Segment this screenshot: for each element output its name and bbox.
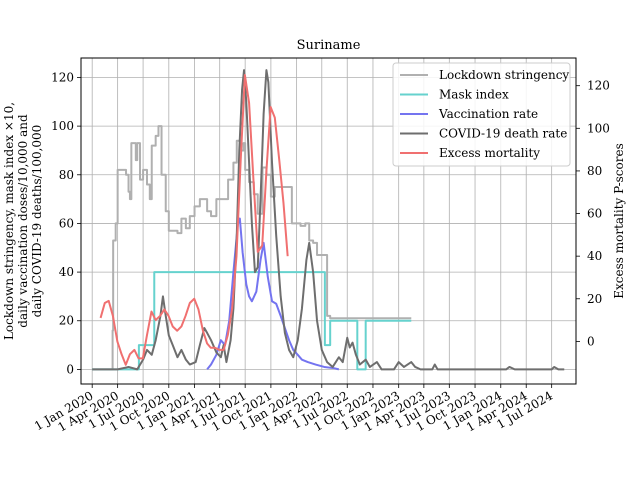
series-line-lockdown-stringency (92, 125, 412, 371)
y-left-axis-label: Lockdown stringency, mask index ×10, (2, 102, 16, 340)
grid (81, 58, 576, 384)
y-left-tick-label: 100 (51, 119, 74, 133)
legend-label-covid-19-death-rate: COVID-19 death rate (439, 127, 567, 141)
y-right-tick-label: 120 (587, 79, 610, 93)
y-left-tick-label: 60 (59, 216, 74, 230)
series-line-covid-19-death-rate (92, 69, 565, 371)
legend-label-mask-index: Mask index (439, 88, 509, 102)
y-right-tick-label: 60 (587, 207, 602, 221)
y-right-tick-label: 20 (587, 292, 602, 306)
y-right-tick-label: 40 (587, 249, 602, 263)
y-left-axis-label: daily vaccination doses/10,000 and (16, 114, 30, 328)
y-right-axis-label: Excess mortality P-scores (612, 143, 626, 298)
legend-label-lockdown-stringency: Lockdown stringency (439, 68, 569, 82)
chart-title: Suriname (297, 38, 361, 53)
y-right-tick-label: 100 (587, 121, 610, 135)
legend-label-excess-mortality: Excess mortality (439, 146, 540, 160)
y-left-tick-label: 120 (51, 70, 74, 84)
y-left-tick-label: 40 (59, 265, 74, 279)
y-right-tick-label: 0 (587, 334, 595, 348)
series-line-mask-index (92, 271, 412, 371)
series-layer (92, 69, 565, 371)
y-right-tick-label: 80 (587, 164, 602, 178)
legend-label-vaccination-rate: Vaccination rate (438, 107, 538, 121)
axis-labels: Lockdown stringency, mask index ×10, dail… (2, 102, 626, 340)
y-left-tick-label: 80 (59, 168, 74, 182)
y-left-tick-label: 0 (66, 362, 74, 376)
series-line-excess-mortality (99, 74, 289, 366)
legend: Lockdown stringency Mask index Vaccination… (392, 62, 571, 167)
y-left-tick-label: 20 (59, 314, 74, 328)
plot-frame (80, 57, 577, 385)
legend-box (392, 62, 571, 167)
y-left-axis-label: daily COVID-19 deaths/100,000 (30, 125, 44, 318)
series-line-vaccination-rate (206, 217, 340, 371)
